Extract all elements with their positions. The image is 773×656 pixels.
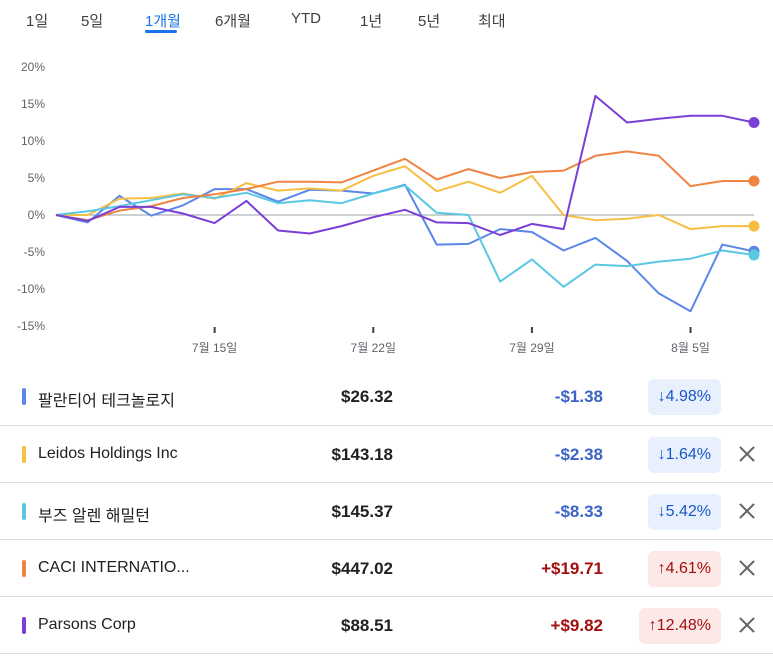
tab-1y[interactable]: 1년 bbox=[360, 13, 383, 30]
remove-comparison-icon[interactable] bbox=[733, 497, 761, 525]
stock-row[interactable]: CACI INTERNATIO... $447.02 +$19.71 ↑4.61% bbox=[0, 540, 773, 597]
series-color-swatch bbox=[22, 446, 26, 463]
stock-name: CACI INTERNATIO... bbox=[38, 559, 190, 576]
comparison-line-chart: 20% 15% 10% 5% 0% -5% -10% -15% 7월 15일 7월 22일 7월 2… bbox=[17, 60, 760, 355]
tab-1m[interactable]: 1개월 bbox=[145, 13, 181, 30]
y-tick-label: 5% bbox=[28, 171, 46, 185]
stock-price: $26.32 bbox=[341, 387, 393, 406]
series-line-2 bbox=[55, 184, 755, 288]
remove-comparison-icon[interactable] bbox=[733, 554, 761, 582]
stock-change-percent: ↓1.64% bbox=[647, 437, 721, 473]
stock-change: -$8.33 bbox=[554, 502, 603, 521]
y-tick-label: 15% bbox=[21, 97, 45, 111]
y-tick-label: 20% bbox=[21, 60, 45, 74]
tab-1d[interactable]: 1일 bbox=[26, 13, 49, 30]
remove-comparison-icon[interactable] bbox=[733, 440, 761, 468]
range-tabs: 1일 5일 1개월 6개월 YTD 1년 5년 최대 bbox=[0, 0, 773, 44]
remove-comparison-icon[interactable] bbox=[733, 611, 761, 639]
y-tick-label: -10% bbox=[17, 282, 45, 296]
stock-name: 부즈 알렌 해밀턴 bbox=[38, 508, 150, 525]
series-end-dot-1 bbox=[748, 220, 760, 232]
stock-row[interactable]: 팔란티어 테크놀로지 $26.32 -$1.38 ↓4.98% bbox=[0, 368, 773, 426]
y-tick-label: -5% bbox=[24, 245, 46, 259]
y-tick-label: 10% bbox=[21, 134, 45, 148]
tab-max[interactable]: 최대 bbox=[478, 13, 506, 30]
stock-change: +$19.71 bbox=[541, 559, 603, 578]
stock-name: Parsons Corp bbox=[38, 616, 136, 633]
stock-price: $88.51 bbox=[341, 616, 393, 635]
stock-change-percent: ↓4.98% bbox=[647, 379, 721, 415]
y-tick-label: -15% bbox=[17, 319, 45, 333]
stock-change-percent: ↓5.42% bbox=[647, 494, 721, 530]
stock-change: -$1.38 bbox=[554, 387, 603, 406]
stock-name: Leidos Holdings Inc bbox=[38, 445, 178, 462]
stock-list: 팔란티어 테크놀로지 $26.32 -$1.38 ↓4.98% Leidos Holdi… bbox=[0, 368, 773, 654]
series-color-swatch bbox=[22, 503, 26, 520]
x-tick-label: 7월 22일 bbox=[351, 341, 396, 355]
series-end-dot-2 bbox=[748, 249, 760, 261]
stock-price: $447.02 bbox=[331, 559, 393, 578]
stock-name: 팔란티어 테크놀로지 bbox=[38, 393, 175, 410]
stock-change-percent: ↑4.61% bbox=[647, 551, 721, 587]
tab-6m[interactable]: 6개월 bbox=[215, 13, 251, 30]
series-color-swatch bbox=[22, 388, 26, 405]
active-tab-indicator bbox=[145, 30, 177, 33]
stock-price: $143.18 bbox=[331, 445, 393, 464]
tab-5y[interactable]: 5년 bbox=[418, 13, 441, 30]
series-line-4 bbox=[55, 94, 755, 236]
stock-row[interactable]: Parsons Corp $88.51 +$9.82 ↑12.48% bbox=[0, 597, 773, 654]
stock-price: $145.37 bbox=[331, 502, 393, 521]
stock-row[interactable]: 부즈 알렌 해밀턴 $145.37 -$8.33 ↓5.42% bbox=[0, 483, 773, 540]
x-tick-label: 7월 15일 bbox=[192, 341, 237, 355]
x-tick-label: 8월 5일 bbox=[671, 341, 710, 355]
series-end-dot-3 bbox=[748, 175, 760, 187]
tab-ytd[interactable]: YTD bbox=[291, 10, 321, 27]
series-color-swatch bbox=[22, 560, 26, 577]
y-tick-label: 0% bbox=[28, 208, 46, 222]
stock-change: +$9.82 bbox=[550, 616, 603, 635]
series-color-swatch bbox=[22, 617, 26, 634]
series-line-1 bbox=[56, 165, 754, 231]
stock-change: -$2.38 bbox=[554, 445, 603, 464]
stock-row[interactable]: Leidos Holdings Inc $143.18 -$2.38 ↓1.64% bbox=[0, 426, 773, 483]
series-end-dot-4 bbox=[748, 117, 760, 128]
series-line-3 bbox=[55, 150, 754, 222]
x-tick-label: 7월 29일 bbox=[509, 341, 554, 355]
stock-change-percent: ↑12.48% bbox=[638, 608, 721, 644]
tab-5d[interactable]: 5일 bbox=[81, 13, 104, 30]
